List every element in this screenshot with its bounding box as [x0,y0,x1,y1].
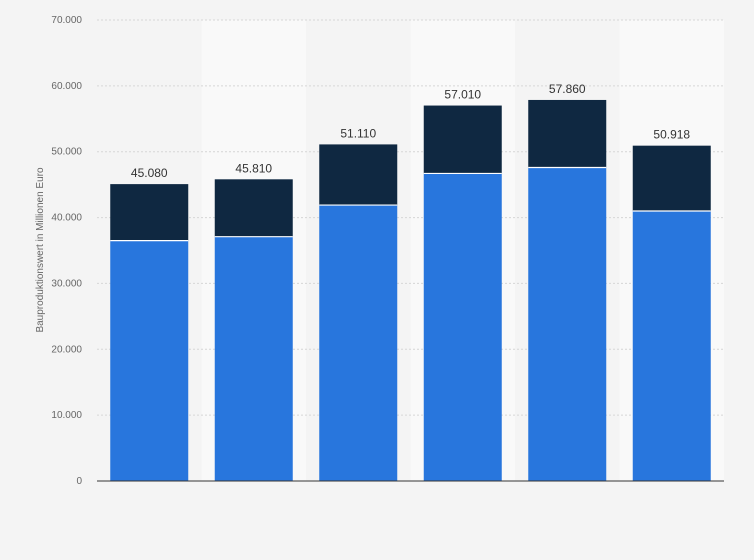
y-tick-label: 10.000 [51,410,82,421]
y-tick-label: 70.000 [51,15,82,26]
y-tick-label: 50.000 [51,147,82,158]
y-axis-label: Bauproduktionswert in Millionen Euro [35,167,46,333]
bars [110,99,711,481]
bar-segment-lower [632,210,711,481]
y-tick-label: 40.000 [51,213,82,224]
bar-segment-upper [214,179,293,237]
bar-segment-upper [528,99,607,168]
y-tick-label: 60.000 [51,81,82,92]
data-labels: 45.080 45.810 51.110 57.010 57.860 50.918 [131,82,691,180]
y-axis-ticks: 0 10.000 20.000 30.000 40.000 50.000 60.000 70.… [51,15,82,487]
bar-segment-upper [632,145,711,211]
data-label: 50.918 [653,128,690,142]
data-label: 45.810 [235,161,272,175]
bar-segment-lower [110,240,189,481]
bar-segment-upper [110,184,189,241]
y-tick-label: 30.000 [51,278,82,289]
data-label: 45.080 [131,166,168,180]
bar-segment-upper [319,144,398,206]
bar-segment-lower [528,167,607,481]
bar-segment-lower [214,236,293,481]
bar-segment-lower [319,205,398,481]
bar-segment-upper [423,105,502,174]
data-label: 51.110 [340,126,376,140]
gridlines [97,19,724,416]
data-label: 57.860 [549,82,586,96]
y-tick-label: 20.000 [51,344,82,355]
bar-segment-lower [423,173,502,481]
y-tick-label: 0 [76,476,82,487]
data-label: 57.010 [444,88,481,102]
